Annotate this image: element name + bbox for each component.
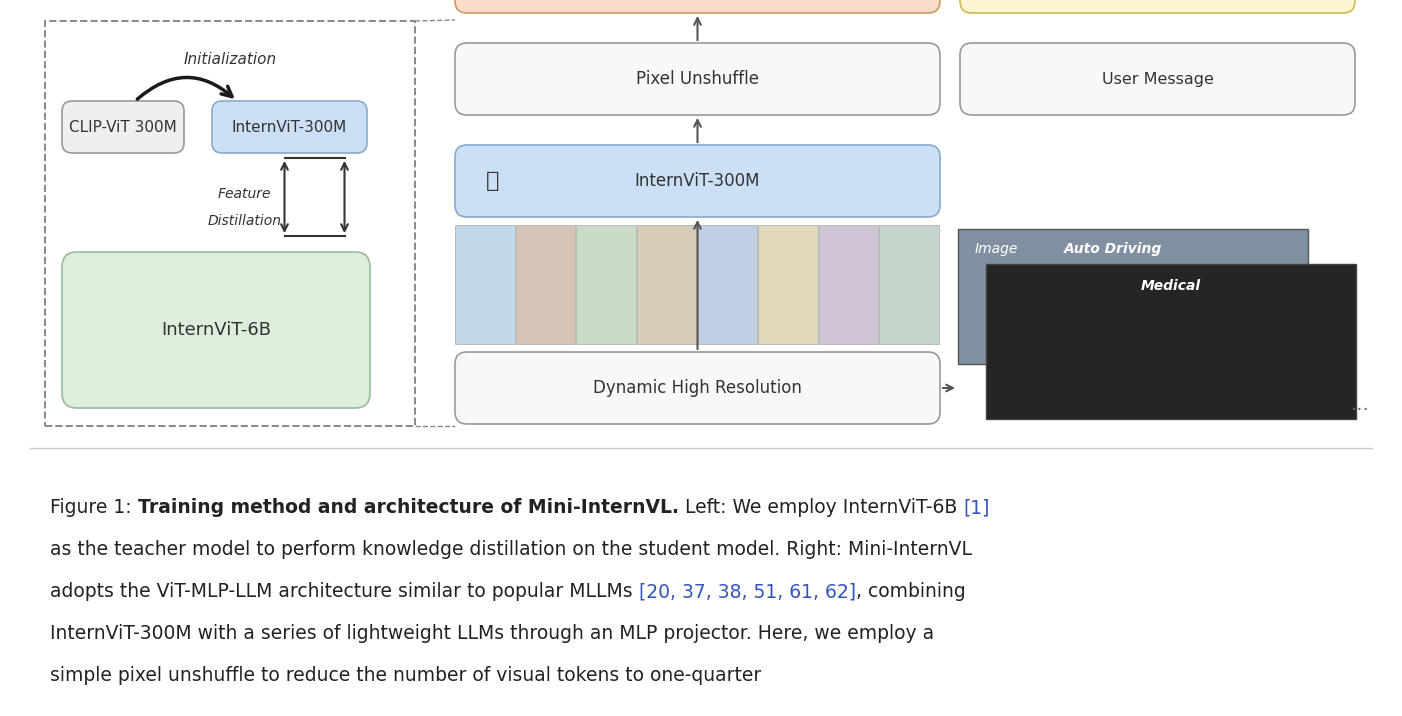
FancyBboxPatch shape bbox=[960, 0, 1354, 13]
Text: Auto Driving: Auto Driving bbox=[1064, 242, 1162, 256]
FancyBboxPatch shape bbox=[456, 145, 939, 217]
Text: 🔥: 🔥 bbox=[486, 171, 499, 191]
FancyBboxPatch shape bbox=[960, 43, 1354, 115]
Text: [20, 37, 38, 51, 61, 62]: [20, 37, 38, 51, 61, 62] bbox=[639, 582, 855, 601]
Text: Figure 1:: Figure 1: bbox=[50, 498, 137, 517]
Text: Initialization: Initialization bbox=[184, 52, 276, 67]
Bar bbox=[456, 225, 515, 344]
Text: InternViT-6B: InternViT-6B bbox=[161, 321, 271, 339]
Text: adopts the ViT-MLP-LLM architecture similar to popular MLLMs: adopts the ViT-MLP-LLM architecture simi… bbox=[50, 582, 639, 601]
Bar bbox=[986, 264, 1356, 419]
FancyBboxPatch shape bbox=[62, 101, 184, 153]
FancyBboxPatch shape bbox=[456, 43, 939, 115]
FancyBboxPatch shape bbox=[62, 252, 370, 408]
FancyBboxPatch shape bbox=[456, 352, 939, 424]
Text: Pixel Unshuffle: Pixel Unshuffle bbox=[637, 70, 758, 88]
Text: simple pixel unshuffle to reduce the number of visual tokens to one-quarter: simple pixel unshuffle to reduce the num… bbox=[50, 666, 761, 685]
Bar bbox=[879, 225, 939, 344]
Bar bbox=[516, 225, 575, 344]
Bar bbox=[758, 225, 817, 344]
Bar bbox=[637, 225, 697, 344]
Bar bbox=[819, 225, 879, 344]
Text: as the teacher model to perform knowledge distillation on the student model. Rig: as the teacher model to perform knowledg… bbox=[50, 540, 972, 559]
FancyBboxPatch shape bbox=[456, 0, 939, 13]
FancyBboxPatch shape bbox=[45, 21, 415, 426]
Text: Feature: Feature bbox=[217, 186, 271, 200]
Text: CLIP-ViT 300M: CLIP-ViT 300M bbox=[69, 120, 177, 135]
Text: Left: We employ InternViT-6B: Left: We employ InternViT-6B bbox=[679, 498, 963, 517]
Text: Image: Image bbox=[974, 242, 1018, 256]
Text: InternViT-300M with a series of lightweight LLMs through an MLP projector. Here,: InternViT-300M with a series of lightwei… bbox=[50, 624, 934, 643]
Text: Training method and architecture of Mini-InternVL.: Training method and architecture of Mini… bbox=[137, 498, 679, 517]
Bar bbox=[698, 225, 757, 344]
Text: ...: ... bbox=[1350, 395, 1370, 414]
Text: InternViT-300M: InternViT-300M bbox=[635, 172, 760, 190]
Text: Medical: Medical bbox=[1141, 279, 1202, 293]
Bar bbox=[958, 229, 1308, 364]
FancyBboxPatch shape bbox=[212, 101, 367, 153]
Text: Dynamic High Resolution: Dynamic High Resolution bbox=[593, 379, 802, 397]
Text: , combining: , combining bbox=[855, 582, 966, 601]
Text: InternViT-300M: InternViT-300M bbox=[231, 120, 348, 135]
Text: [1]: [1] bbox=[963, 498, 990, 517]
Text: User Message: User Message bbox=[1102, 72, 1214, 87]
Bar bbox=[576, 225, 637, 344]
Text: Distillation: Distillation bbox=[207, 213, 282, 228]
